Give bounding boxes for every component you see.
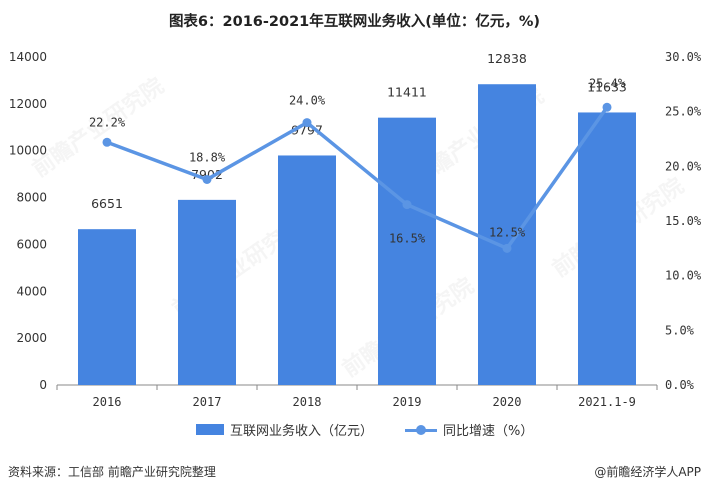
y-right-tick-label: 20.0% [665, 159, 702, 173]
bar [378, 117, 436, 386]
bar [278, 155, 336, 385]
x-tick-label: 2017 [193, 395, 222, 409]
y-left-tick-label: 4000 [16, 284, 47, 298]
growth-point [502, 243, 512, 253]
x-tick-label: 2021.1-9 [578, 395, 636, 409]
y-right-tick-label: 5.0% [665, 323, 695, 337]
y-left-tick-label: 12000 [9, 97, 47, 111]
y-left-tick-label: 2000 [16, 331, 47, 345]
y-left-tick-label: 6000 [16, 237, 47, 251]
brand-note: @前瞻经济学人APP [594, 465, 701, 479]
growth-value-label: 25.4% [589, 76, 626, 90]
legend-label-growth: 同比增速（%） [443, 424, 534, 439]
growth-value-label: 16.5% [389, 232, 426, 246]
growth-line [106, 106, 609, 251]
y-left-tick-label: 14000 [9, 50, 47, 64]
x-tick-label: 2018 [293, 395, 322, 409]
legend-label-revenue: 互联网业务收入（亿元） [230, 424, 374, 439]
bar-value-label: 11411 [387, 85, 427, 100]
x-tick-label: 2019 [393, 395, 422, 409]
bar-value-label: 6651 [91, 196, 123, 211]
page-title: 图表6：2016-2021年互联网业务收入(单位：亿元，%) [168, 14, 541, 30]
legend-line-swatch [405, 424, 437, 436]
y-left-tick-label: 10000 [9, 144, 47, 158]
growth-value-label: 18.8% [189, 150, 226, 164]
growth-value-label: 22.2% [89, 115, 126, 129]
growth-point [602, 102, 612, 112]
y-left-tick-label: 8000 [16, 191, 47, 205]
x-tick-label: 2016 [93, 395, 122, 409]
growth-point [302, 118, 312, 128]
growth-point [402, 200, 412, 210]
y-right-tick-label: 25.0% [665, 105, 702, 119]
legend-item-revenue: 互联网业务收入（亿元） [196, 420, 373, 439]
bar [578, 112, 636, 385]
y-left-tick-label: 0 [39, 378, 47, 392]
y-right-tick-label: 15.0% [665, 214, 702, 228]
y-right-tick-label: 0.0% [665, 378, 695, 392]
bar [478, 84, 536, 385]
growth-point [202, 174, 212, 184]
growth-point [102, 137, 112, 147]
bar-value-label: 11633 [587, 79, 627, 94]
x-tick-label: 2020 [493, 395, 522, 409]
legend-bar-swatch [196, 424, 224, 435]
growth-value-label: 24.0% [289, 94, 326, 108]
bar [178, 199, 236, 385]
legend-item-growth: 同比增速（%） [405, 420, 533, 439]
bar-value-label: 12838 [487, 51, 527, 66]
source-note: 资料来源：工信部 前瞻产业研究院整理 [8, 465, 216, 479]
y-right-tick-label: 30.0% [665, 50, 702, 64]
y-right-tick-label: 10.0% [665, 269, 702, 283]
growth-value-label: 12.5% [489, 225, 526, 239]
bar [78, 229, 136, 385]
